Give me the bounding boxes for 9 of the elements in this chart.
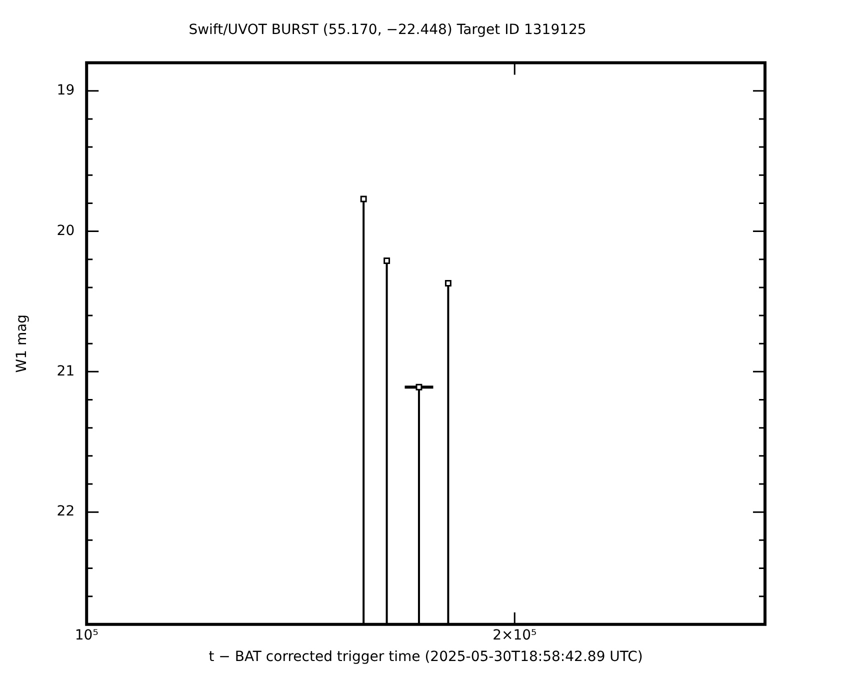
x-axis-title: t − BAT corrected trigger time (2025-05-30T18:58:42.89 UTC) <box>208 649 643 666</box>
y-tick-label: 20 <box>56 222 75 239</box>
chart-title: Swift/UVOT BURST (55.170, −22.448) Target ID 1319125 <box>188 22 586 38</box>
y-tick-label: 19 <box>56 82 75 99</box>
x-tick-label: 2×10⁵ <box>492 627 537 644</box>
y-axis-title: W1 mag <box>14 314 30 373</box>
y-tick-label: 21 <box>56 363 75 380</box>
y-tick-label: 22 <box>56 504 75 520</box>
x-tick-label: 10⁵ <box>74 627 98 644</box>
